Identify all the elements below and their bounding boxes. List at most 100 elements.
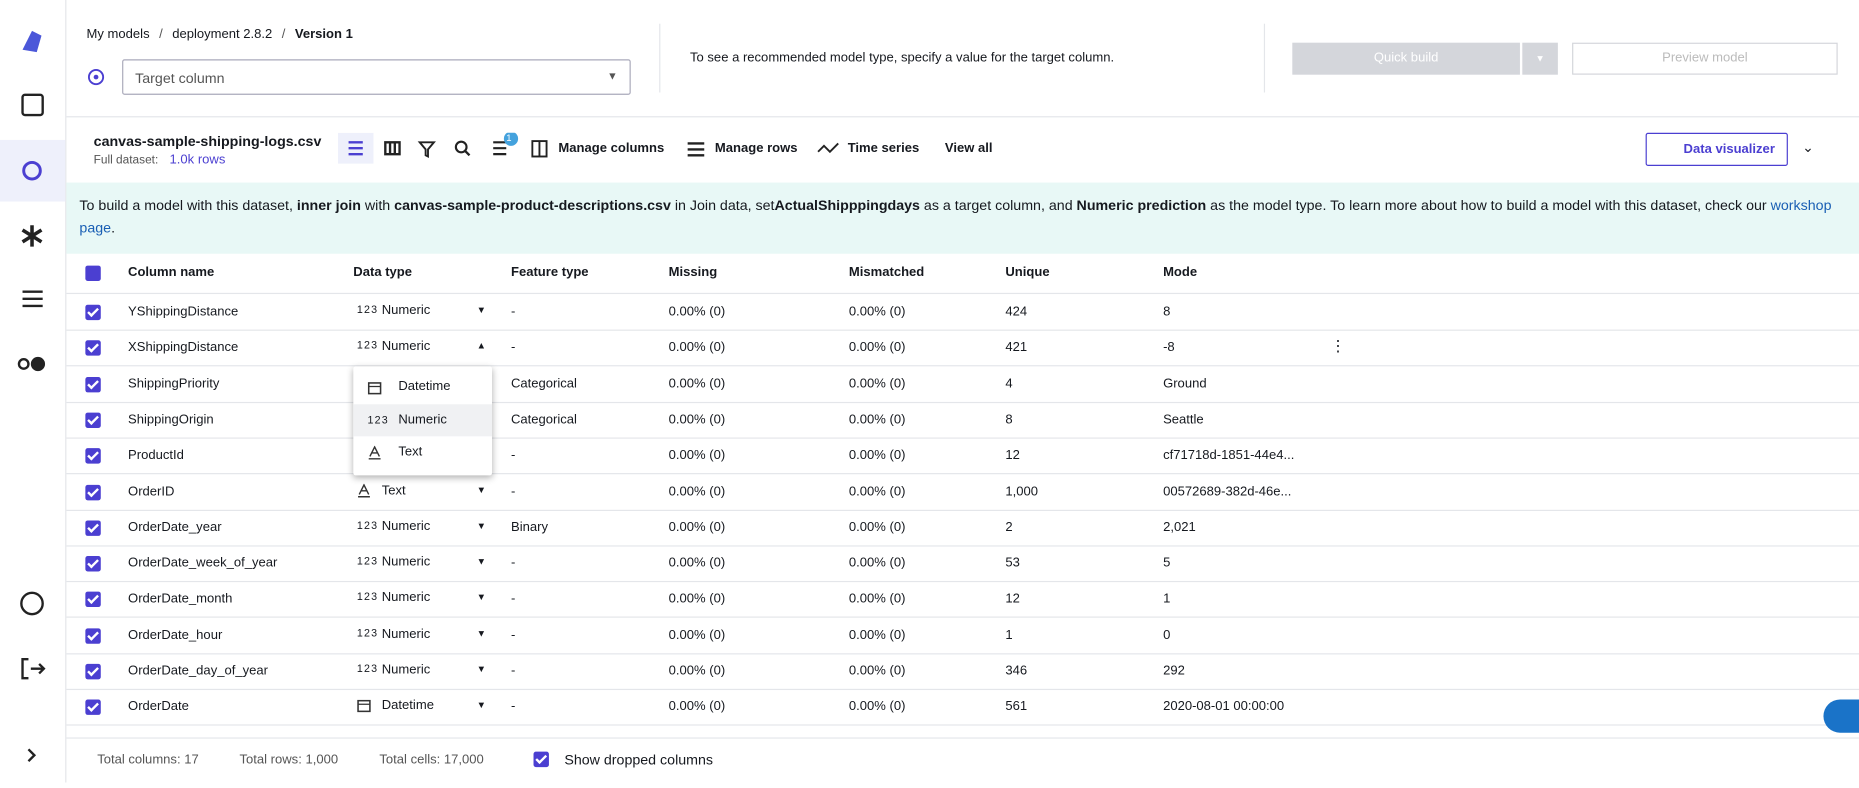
column-name: XShippingDistance xyxy=(128,341,238,355)
numeric-icon: 123 xyxy=(357,663,378,675)
full-dataset-label: Full dataset: xyxy=(94,154,159,167)
cell: 1,000 xyxy=(1005,484,1038,498)
column-header: Unique xyxy=(1005,266,1049,280)
cell: 0.00% (0) xyxy=(849,628,906,642)
cell: 0.00% (0) xyxy=(849,664,906,678)
column-header: Mismatched xyxy=(849,266,924,280)
message: To see a recommended model type, specify… xyxy=(690,51,1114,65)
cell: - xyxy=(511,592,515,606)
row-checkbox[interactable] xyxy=(85,664,100,679)
column-header: Column name xyxy=(128,266,214,280)
crumb: Version 1 xyxy=(295,27,353,41)
type-caret[interactable]: ▼ xyxy=(477,628,486,639)
crumb[interactable]: deployment 2.8.2 xyxy=(172,27,272,41)
cell: - xyxy=(511,700,515,714)
show-dropped-checkbox[interactable] xyxy=(534,752,549,767)
target-select[interactable]: Target column ▼ xyxy=(122,59,631,95)
row-checkbox[interactable] xyxy=(85,377,100,392)
cell: 0 xyxy=(1163,628,1170,642)
table-row: XShippingDistance123Numeric▲-0.00% (0)0.… xyxy=(66,330,1859,367)
table-row: ShippingOriginCategorical0.00% (0)0.00% … xyxy=(66,402,1859,439)
info-banner: To build a model with this dataset, inne… xyxy=(66,183,1859,254)
collapse[interactable]: ⌄ xyxy=(1802,139,1814,156)
row-checkbox[interactable] xyxy=(85,448,100,463)
column-header: Data type xyxy=(353,266,412,280)
type-caret[interactable]: ▼ xyxy=(477,520,486,531)
banner-text: with xyxy=(361,197,394,214)
banner-text: as a target column, and xyxy=(920,197,1077,214)
row-checkbox[interactable] xyxy=(85,484,100,499)
table-row: OrderDate_month123Numeric▼-0.00% (0)0.00… xyxy=(66,581,1859,618)
dropdown-option[interactable]: Text xyxy=(353,436,492,468)
option-label: Datetime xyxy=(398,379,450,393)
row-checkbox[interactable] xyxy=(85,520,100,535)
table-row: OrderDate_year123Numeric▼Binary0.00% (0)… xyxy=(66,510,1859,547)
cell: 0.00% (0) xyxy=(849,305,906,319)
manage-columns[interactable]: Manage columns xyxy=(558,141,664,155)
dropdown-option[interactable]: 123Numeric xyxy=(353,404,492,436)
manage-rows[interactable]: Manage rows xyxy=(715,141,798,155)
row-checkbox[interactable] xyxy=(85,628,100,643)
table-row: OrderDate_week_of_year123Numeric▼-0.00% … xyxy=(66,545,1859,582)
select-all[interactable] xyxy=(85,266,100,281)
cell: 0.00% (0) xyxy=(669,700,726,714)
numeric-icon: 123 xyxy=(357,304,378,316)
cell: 0.00% (0) xyxy=(669,305,726,319)
type-caret[interactable]: ▼ xyxy=(477,664,486,675)
table-row: YShippingDistance123Numeric▼-0.00% (0)0.… xyxy=(66,294,1859,331)
view-all[interactable]: View all xyxy=(945,141,993,155)
cell: Seattle xyxy=(1163,412,1204,426)
cell: 53 xyxy=(1005,556,1020,570)
row-checkbox[interactable] xyxy=(85,341,100,356)
data-type: Numeric xyxy=(382,555,431,569)
cell: 4 xyxy=(1005,377,1012,391)
target-icon xyxy=(85,66,106,87)
banner-text: as the model type. To learn more about h… xyxy=(1206,197,1770,214)
row-menu[interactable]: ⋮ xyxy=(1330,337,1345,356)
dropdown-option[interactable]: Datetime xyxy=(353,371,492,403)
datetime-icon xyxy=(357,699,371,716)
row-checkbox[interactable] xyxy=(85,592,100,607)
type-caret[interactable]: ▼ xyxy=(477,305,486,316)
text-icon xyxy=(357,483,371,500)
cell: 2,021 xyxy=(1163,520,1196,534)
cell: 561 xyxy=(1005,700,1027,714)
row-checkbox[interactable] xyxy=(85,700,100,715)
placeholder: Target column xyxy=(135,70,224,87)
data-visualizer[interactable]: Data visualizer xyxy=(1646,133,1788,166)
cell: -8 xyxy=(1163,341,1175,355)
total-columns: Total columns: 17 xyxy=(97,753,198,767)
row-checkbox[interactable] xyxy=(85,305,100,320)
preview-model[interactable]: Preview model xyxy=(1572,43,1838,75)
type-caret[interactable]: ▼ xyxy=(477,556,486,567)
row-checkbox[interactable] xyxy=(85,556,100,571)
cell: 0.00% (0) xyxy=(849,412,906,426)
type-caret[interactable]: ▲ xyxy=(477,341,486,352)
cell: 1 xyxy=(1005,628,1012,642)
cell: 0.00% (0) xyxy=(669,556,726,570)
cell: 0.00% (0) xyxy=(669,341,726,355)
time-series[interactable]: Time series xyxy=(848,141,920,155)
cell: - xyxy=(511,484,515,498)
chat-button[interactable] xyxy=(1823,700,1859,733)
option-label: Text xyxy=(398,445,422,459)
type-dropdown: Datetime 123Numeric Text xyxy=(353,366,492,475)
data-type: Numeric xyxy=(382,663,431,677)
rows-link[interactable]: 1.0k rows xyxy=(170,153,226,167)
quick-build-menu[interactable]: ▼ xyxy=(1522,43,1558,75)
banner-text: canvas-sample-product-descriptions.csv xyxy=(394,197,671,214)
cell: 0.00% (0) xyxy=(849,556,906,570)
numeric-icon: 123 xyxy=(368,413,389,425)
cell: 0.00% (0) xyxy=(669,520,726,534)
cell: 0.00% (0) xyxy=(849,520,906,534)
header-row: Column nameData typeFeature typeMissingM… xyxy=(66,254,1859,294)
cell: 8 xyxy=(1005,412,1012,426)
type-caret[interactable]: ▼ xyxy=(477,484,486,495)
quick-build[interactable]: Quick build xyxy=(1292,43,1520,75)
type-caret[interactable]: ▼ xyxy=(477,700,486,711)
crumb[interactable]: My models xyxy=(87,27,150,41)
type-caret[interactable]: ▼ xyxy=(477,592,486,603)
row-checkbox[interactable] xyxy=(85,412,100,427)
table-row: OrderIDText▼-0.00% (0)0.00% (0)1,0000057… xyxy=(66,474,1859,511)
table-row: OrderDate_hour123Numeric▼-0.00% (0)0.00%… xyxy=(66,617,1859,654)
